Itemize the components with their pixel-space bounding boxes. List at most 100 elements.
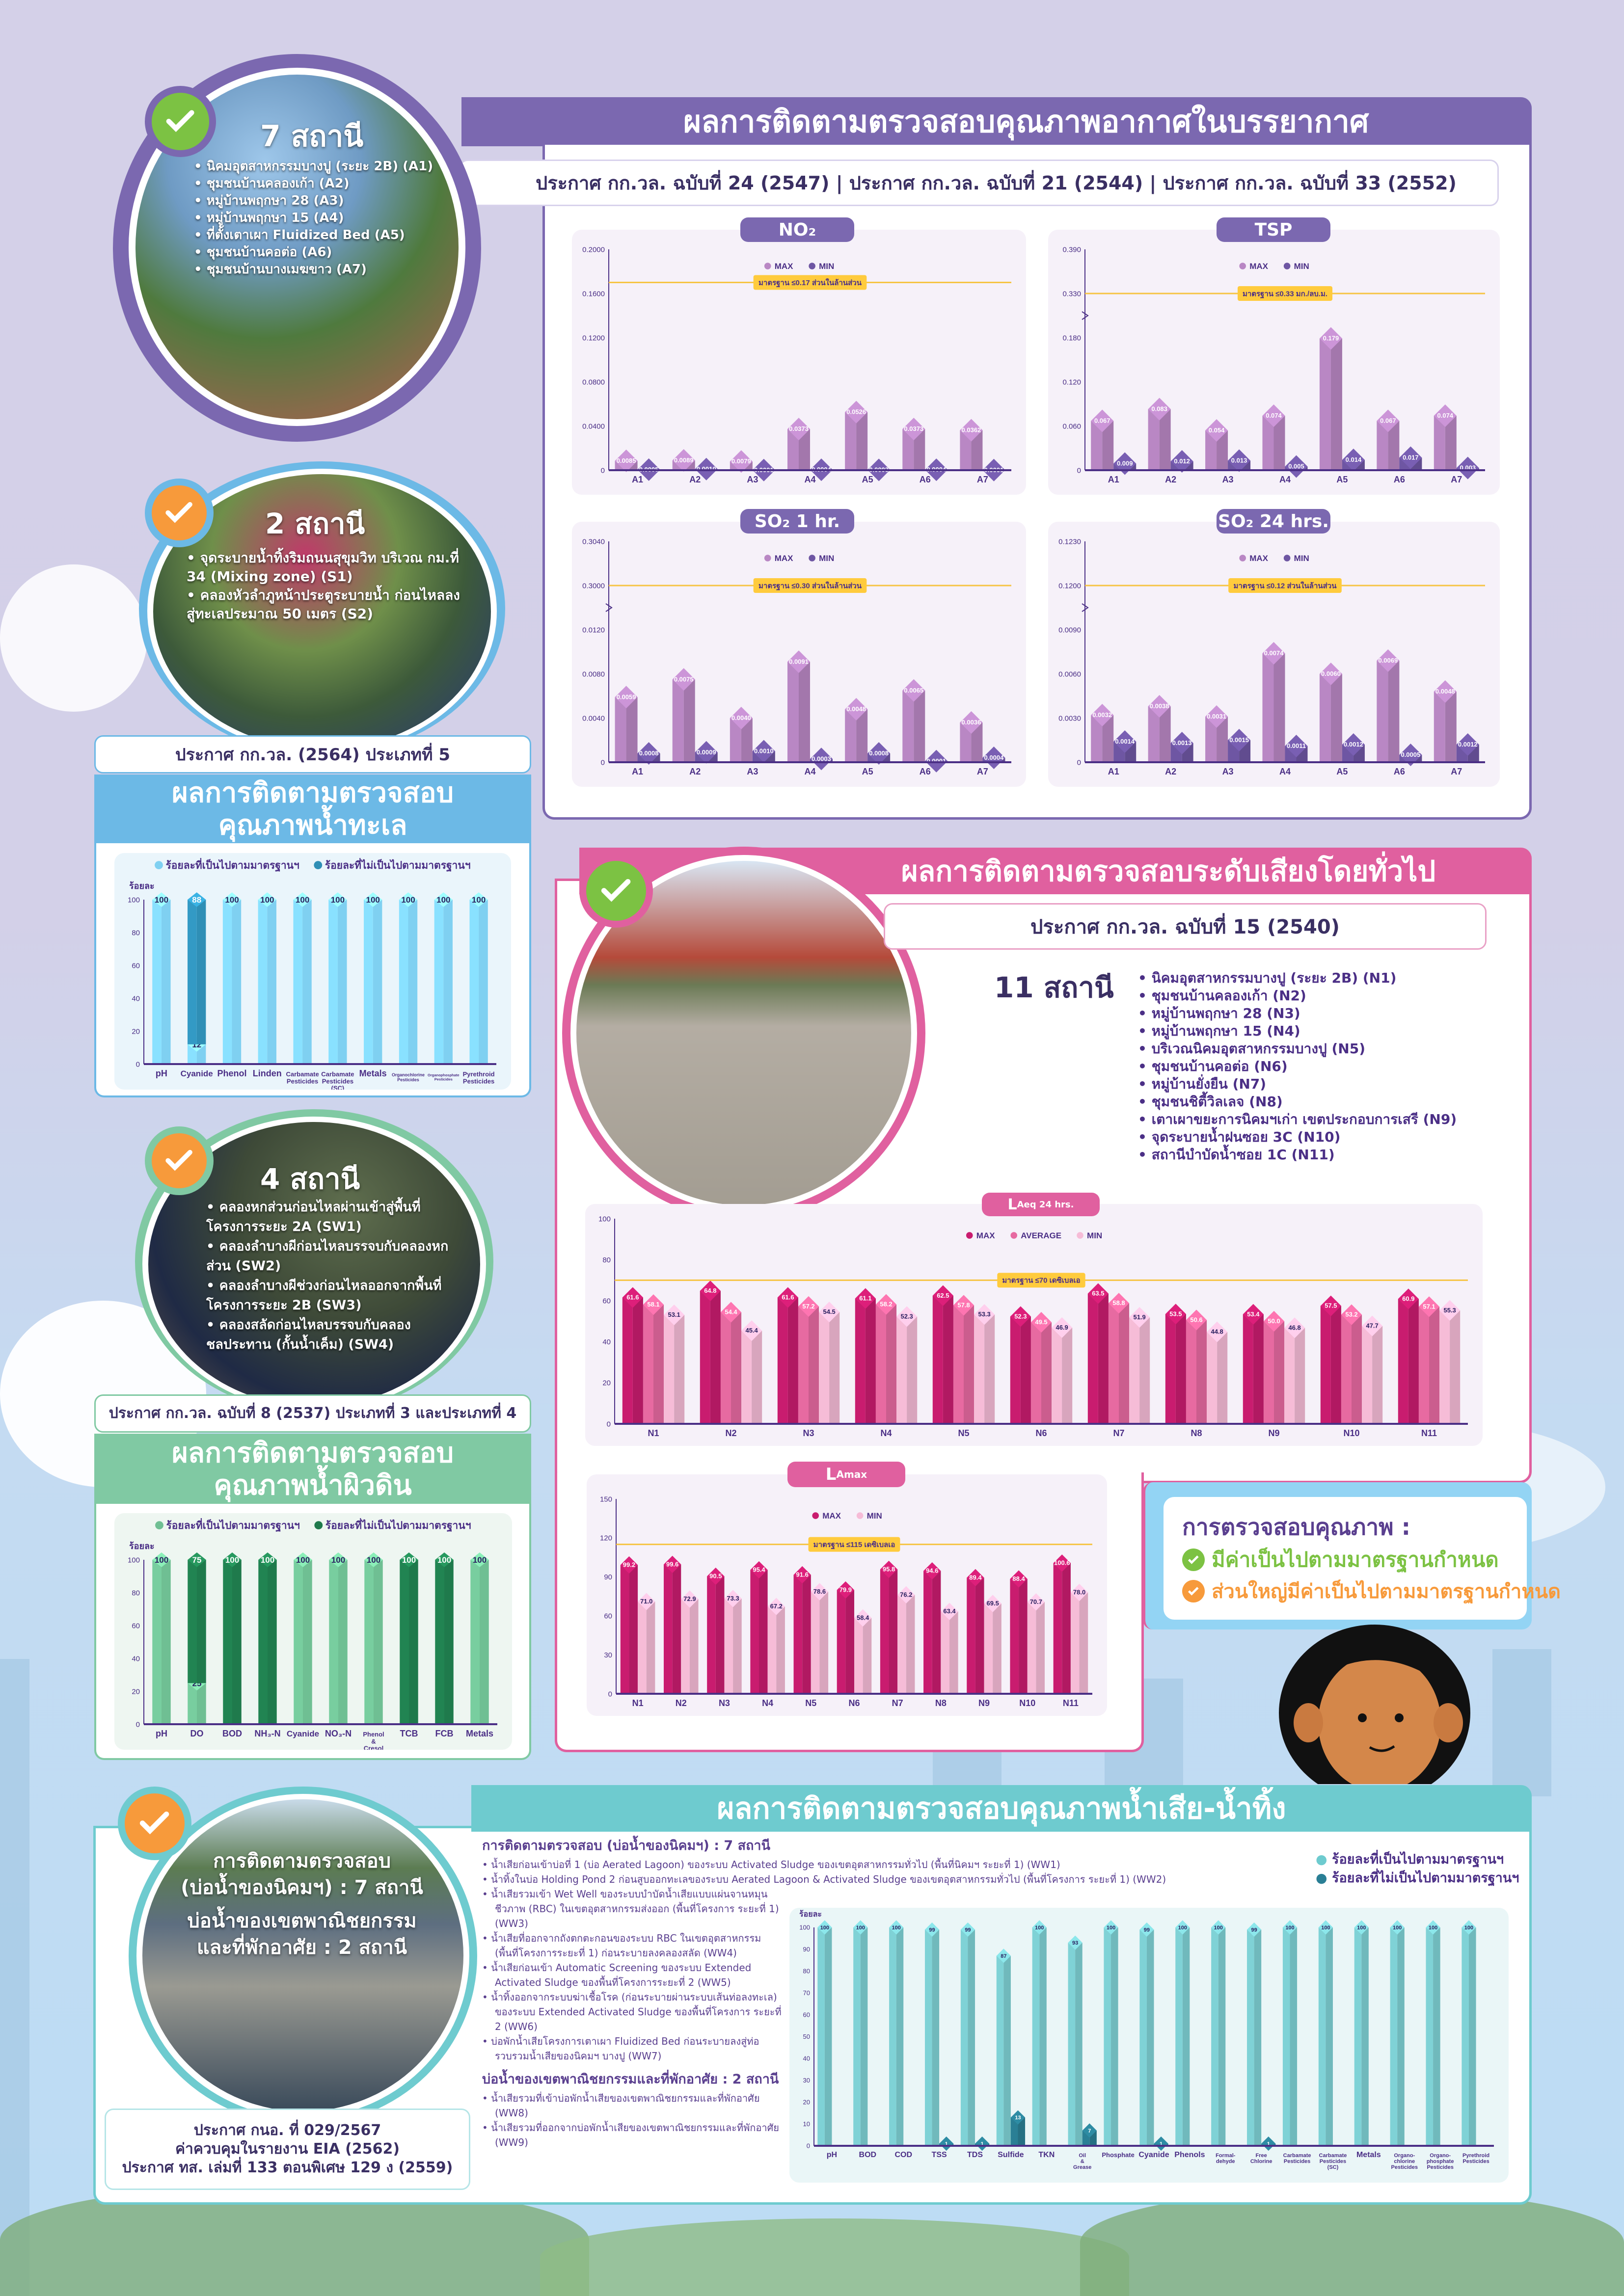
data-label: 0.0003: [812, 755, 831, 762]
bar-cap: [867, 742, 891, 765]
bar: [1377, 661, 1388, 762]
data-label: 70.7: [1030, 1598, 1042, 1605]
x-tick-label: Sulfide: [998, 2151, 1024, 2159]
bar-shade: [1217, 717, 1228, 762]
bar-cap: [1399, 744, 1422, 766]
data-label: 0.0048: [846, 705, 866, 713]
data-label: 49.5: [1035, 1318, 1047, 1326]
y-tick-label: 30: [604, 1651, 612, 1659]
bar-shade: [1361, 1927, 1369, 2146]
x-tick-label: N2: [676, 1698, 687, 1708]
bar: [1207, 1332, 1218, 1424]
bar-shade: [896, 1927, 904, 2146]
legend-marker: [809, 263, 815, 269]
wastewater-chart-panel: 0 10 20 30 40 50 60 70 80 90 100 ร้อยละ 100 pH 100 BOD 1…: [789, 1908, 1509, 2183]
no2-chart-title: NO₂: [740, 217, 854, 242]
bar-shade: [1273, 653, 1285, 762]
data-label: 76.2: [900, 1591, 912, 1598]
x-tick-label: Phenol: [217, 1068, 246, 1078]
data-label: 58.4: [857, 1614, 869, 1621]
data-label: 0.0040: [731, 714, 751, 721]
data-label: 53.5: [1169, 1310, 1182, 1317]
bar-shade: [1018, 2117, 1026, 2146]
bar-cap: [1263, 1310, 1285, 1332]
data-label: 0.005: [1288, 463, 1304, 470]
data-label: 0.0015: [1229, 736, 1249, 744]
bar-cap: [1205, 705, 1228, 728]
x-tick-label: A4: [1279, 767, 1291, 776]
data-label: 100: [1393, 1925, 1402, 1931]
bar-cap: [1148, 398, 1171, 421]
legend-label: MIN: [819, 554, 834, 563]
x-tick-label: Phenol & Cresol: [363, 1731, 384, 1750]
bar: [1390, 1927, 1398, 2146]
data-label: 47.7: [1366, 1322, 1378, 1330]
x-tick-label: A4: [804, 475, 815, 484]
bar-shade: [715, 1576, 725, 1694]
bar: [1262, 416, 1274, 470]
building: [1492, 1649, 1551, 1796]
list-item: คลองลำบางผีก่อนไหลบรรจบกับคลองหกส่วน (SW…: [206, 1237, 461, 1276]
bar-cap: [1010, 2110, 1026, 2125]
axis-break-mark: [1082, 603, 1089, 612]
wastewater-sampling-photo: [142, 1799, 463, 2111]
bar-shade: [845, 1590, 854, 1694]
mostly-pass-check-icon: [145, 479, 214, 547]
data-label: 0.0032: [1092, 711, 1112, 719]
bar: [1027, 1602, 1036, 1694]
bar: [1186, 1320, 1196, 1424]
bar-shade: [759, 1570, 768, 1694]
bar-shade: [1075, 1943, 1083, 2146]
bar: [924, 1929, 932, 2146]
data-label: 45.4: [745, 1327, 758, 1334]
so2-24hrs-chart: 0 0.0030 0.0060 0.0090 0.1200 0.1230 MAX MIN 0.0…: [1058, 537, 1485, 776]
data-label: 0.0074: [1264, 649, 1284, 657]
legend-label: MIN: [1294, 554, 1309, 563]
bar: [787, 429, 799, 470]
bar: [1362, 1326, 1373, 1424]
bar-shade: [731, 1312, 742, 1424]
wastewater-legend: ● ร้อยละที่เป็นไปตามมาตรฐานฯ ● ร้อยละที่…: [1316, 1850, 1519, 1888]
mostly-pass-check-icon: [118, 1787, 191, 1860]
data-label: 0.0089: [674, 456, 694, 464]
x-tick-label: Phenols: [1174, 2151, 1205, 2159]
bar-shade: [1079, 1592, 1088, 1694]
bar-shade: [480, 1560, 489, 1724]
x-tick-label: Free Chlorine: [1250, 2153, 1272, 2164]
x-tick-label: Oil & Grease: [1073, 2153, 1091, 2170]
bar-shade: [232, 900, 242, 1064]
bar-shade: [443, 900, 453, 1064]
bar-cap: [615, 449, 638, 472]
summary-mostly-pass: ส่วนใหญ่มีค่าเป็นไปตามมาตรฐานกำหนด: [1182, 1575, 1561, 1607]
x-tick-label: Cyanide: [287, 1729, 319, 1738]
y-tick-label: 60: [604, 1612, 612, 1620]
data-label: 100.6: [1054, 1559, 1070, 1567]
y-tick-label: 20: [602, 1379, 611, 1388]
bar-shade: [232, 1560, 242, 1724]
x-tick-label: Organochlorine Pesticides: [392, 1072, 425, 1082]
bar-shade: [1217, 430, 1228, 470]
bar: [724, 1598, 733, 1694]
y-tick-label: 20: [132, 1027, 140, 1036]
bar-cap: [1205, 419, 1228, 442]
bar: [188, 900, 197, 1044]
bar-cap: [1068, 1935, 1083, 1950]
x-tick-label: A1: [1108, 767, 1119, 776]
bar: [819, 1312, 830, 1424]
bar-shade: [856, 412, 868, 470]
legend-marker: [1239, 555, 1246, 561]
y-tick-label: 100: [799, 1924, 810, 1931]
bar-shade: [626, 697, 638, 762]
bar-cap: [1207, 1321, 1228, 1342]
bar: [1262, 653, 1274, 762]
sea-water-chart: 020406080100ร้อยละร้อยละที่เป็นไปตามมาตร…: [128, 857, 496, 1092]
y-tick-label: 80: [602, 1256, 611, 1264]
bar: [1010, 2117, 1018, 2146]
data-label: 53.3: [978, 1310, 990, 1318]
bar-cap: [982, 747, 1005, 769]
bar-shade: [1062, 1563, 1071, 1694]
bar: [1053, 1563, 1062, 1694]
y-tick-label: 0.0400: [582, 422, 605, 430]
bar: [681, 1599, 690, 1694]
list-item: ชุมชนบ้านบางเมฆขาว (A7): [194, 261, 452, 278]
